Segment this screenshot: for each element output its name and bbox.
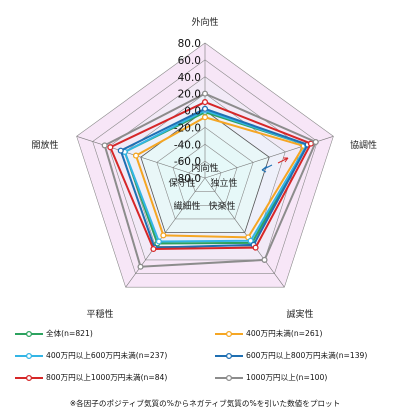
legend-swatch: [15, 352, 43, 360]
series-point: [101, 142, 108, 149]
axis-title: 開放性: [31, 139, 58, 151]
legend-label: 400万円以上600万円未満(n=237): [46, 351, 168, 360]
tick-label: -60.0: [174, 156, 201, 168]
legend-swatch: [15, 374, 43, 382]
legend-label: 600万円以上800万円未満(n=139): [246, 351, 368, 360]
series-line: [134, 116, 306, 239]
radar-ticks: 80.0 60.0 40.0 20.0 0.0 -20.0 -40.0 -60.0 -80.0: [174, 38, 201, 185]
legend-swatch: [15, 330, 43, 338]
legend-label: 全体(n=821): [46, 329, 93, 338]
series-point: [132, 152, 140, 159]
series-point: [201, 114, 209, 121]
series-point: [201, 105, 209, 112]
series-line: [109, 100, 313, 251]
arrow-right-head-icon: [283, 157, 289, 163]
arrow-left-head-icon: [261, 165, 268, 173]
series-point: [201, 99, 209, 106]
tick-label: 40.0: [178, 72, 201, 84]
axis-title: 平穏性: [86, 308, 113, 320]
series-point: [117, 147, 124, 154]
radar-chart: 80.060.040.020.00.0-20.0-40.0-60.0-80.0 …: [31, 16, 377, 320]
legend-swatch: [215, 374, 243, 382]
series-line: [103, 92, 318, 268]
inner-axis-label: 保守性: [168, 177, 195, 189]
series-point: [107, 144, 114, 151]
tick-label: 80.0: [178, 38, 201, 50]
series-point: [247, 237, 254, 244]
tick-label: -20.0: [174, 122, 201, 134]
tick-label: 0.0: [184, 106, 201, 118]
series-point: [137, 263, 144, 270]
legend-label: 1000万円以上(n=100): [246, 373, 328, 382]
inner-axis-label: 独立性: [210, 177, 237, 189]
inner-axis-label: 快楽性: [208, 200, 235, 212]
legend-swatch: [215, 330, 243, 338]
axis-title: 誠実性: [286, 308, 313, 320]
series-point: [261, 256, 268, 263]
series-point: [155, 238, 162, 245]
inner-axis-label: 繊細性: [173, 200, 200, 212]
tick-label: -80.0: [174, 173, 201, 185]
direction-arrows: [261, 157, 289, 173]
radar-series: [101, 90, 319, 270]
series-point: [201, 90, 209, 97]
axis-title: 外向性: [191, 16, 218, 28]
legend-label: 400万円未満(n=261): [246, 329, 323, 338]
spoke: [204, 177, 285, 288]
arrow-right-icon: [277, 157, 289, 164]
tick-label: 60.0: [178, 55, 201, 67]
series-line: [119, 107, 310, 249]
series-point: [252, 244, 259, 251]
inner-axis-label: 内向性: [191, 162, 218, 174]
series-point: [307, 140, 314, 147]
footnote: ※各因子のポジティブ気質の%からネガティブ気質の%を引いた数値をプロット: [69, 399, 341, 408]
series-point: [312, 138, 319, 146]
tick-label: -40.0: [174, 139, 201, 151]
axis-title: 協調性: [350, 139, 377, 151]
spoke: [76, 135, 206, 179]
series-point: [160, 232, 167, 239]
tick-label: 20.0: [178, 89, 201, 101]
series-point: [150, 245, 157, 253]
legend-label: 800万円以上1000万円未満(n=84): [46, 373, 168, 382]
legend-swatch: [215, 352, 243, 360]
